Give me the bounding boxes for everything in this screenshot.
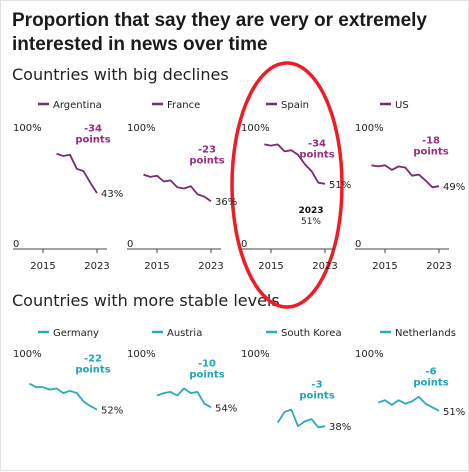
change-unit-netherlands: points — [413, 378, 448, 389]
change-value-us: -18 — [422, 135, 440, 146]
x-tick-label-spain-2015: 2015 — [258, 261, 283, 272]
x-tick-label-us-2015: 2015 — [372, 261, 397, 272]
axis-zero-label-argentina: 0 — [13, 239, 19, 250]
legend-label-south-korea: South Korea — [281, 328, 342, 339]
end-value-south-korea: 38% — [329, 422, 351, 433]
end-value-argentina: 43% — [101, 189, 123, 200]
end-value-spain: 51% — [329, 180, 351, 191]
change-value-france: -23 — [198, 145, 216, 156]
legend-label-netherlands: Netherlands — [395, 328, 456, 339]
change-unit-argentina: points — [75, 135, 110, 146]
chart-title: Proportion that say they are very or ext… — [12, 10, 427, 55]
change-unit-us: points — [413, 146, 448, 157]
series-line-south-korea — [277, 408, 326, 429]
end-value-austria: 54% — [215, 403, 237, 414]
axis-zero-label-spain: 0 — [241, 239, 247, 250]
series-line-germany — [29, 382, 98, 411]
change-unit-spain: points — [299, 149, 334, 160]
change-unit-france: points — [189, 156, 224, 167]
x-tick-label-france-2023: 2023 — [198, 261, 223, 272]
series-line-us — [371, 164, 440, 189]
change-value-spain: -34 — [308, 138, 326, 149]
section-heading-declines: Countries with big declines — [12, 65, 229, 84]
change-value-germany: -22 — [84, 354, 102, 365]
highlight-ellipse — [230, 61, 344, 309]
legend-label-spain: Spain — [281, 100, 309, 111]
x-tick-label-france-2015: 2015 — [144, 261, 169, 272]
x-tick-label-us-2023: 2023 — [426, 261, 451, 272]
legend-label-germany: Germany — [53, 328, 99, 339]
section-heading-stable: Countries with more stable levels — [12, 291, 280, 310]
series-line-argentina — [56, 152, 98, 194]
change-value-austria: -10 — [198, 358, 216, 369]
series-line-netherlands — [377, 395, 440, 412]
end-value-netherlands: 51% — [443, 407, 465, 418]
axis-zero-label-us: 0 — [355, 239, 361, 250]
x-tick-label-spain-2023: 2023 — [312, 261, 337, 272]
change-value-netherlands: -6 — [425, 367, 436, 378]
axis-100-label-south-korea: 100% — [241, 349, 270, 360]
legend-label-france: France — [167, 100, 200, 111]
axis-100-label-spain: 100% — [241, 123, 270, 134]
annotation-value: 51% — [301, 217, 321, 227]
legend-label-us: US — [395, 100, 409, 111]
end-value-us: 49% — [443, 182, 465, 193]
series-line-france — [143, 173, 212, 202]
legend-label-argentina: Argentina — [53, 100, 102, 111]
series-line-spain — [264, 143, 326, 185]
axis-100-label-argentina: 100% — [13, 123, 42, 134]
x-tick-label-argentina-2023: 2023 — [84, 261, 109, 272]
axis-100-label-france: 100% — [127, 123, 156, 134]
change-unit-austria: points — [189, 369, 224, 380]
series-line-austria — [156, 387, 212, 409]
axis-100-label-us: 100% — [355, 123, 384, 134]
change-value-south-korea: -3 — [311, 380, 322, 391]
x-tick-label-argentina-2015: 2015 — [30, 261, 55, 272]
axis-100-label-germany: 100% — [13, 349, 42, 360]
change-unit-germany: points — [75, 365, 110, 376]
end-value-france: 36% — [215, 197, 237, 208]
legend-label-austria: Austria — [167, 328, 202, 339]
axis-zero-label-france: 0 — [127, 239, 133, 250]
axis-100-label-austria: 100% — [127, 349, 156, 360]
change-value-argentina: -34 — [84, 124, 102, 135]
end-value-germany: 52% — [101, 406, 123, 417]
change-unit-south-korea: points — [299, 391, 334, 402]
annotation-year: 2023 — [298, 206, 323, 216]
axis-100-label-netherlands: 100% — [355, 349, 384, 360]
